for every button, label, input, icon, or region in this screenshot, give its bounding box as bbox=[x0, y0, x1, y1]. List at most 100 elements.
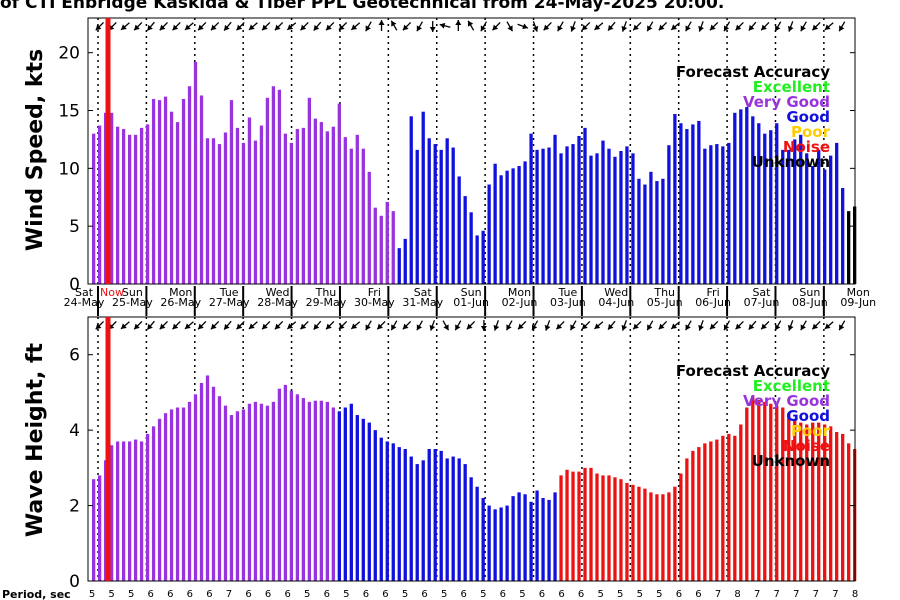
y-tick-label: 10 bbox=[58, 159, 80, 179]
wave-bar bbox=[343, 407, 347, 581]
wave-bar bbox=[385, 441, 389, 581]
direction-arrow bbox=[365, 320, 372, 331]
wind-bar bbox=[679, 123, 683, 285]
wind-bar bbox=[499, 175, 503, 284]
wind-bar bbox=[715, 144, 719, 284]
y-tick-label: 6 bbox=[69, 346, 80, 366]
wind-bar bbox=[643, 184, 647, 284]
wave-bar bbox=[619, 479, 623, 581]
direction-arrow bbox=[248, 321, 258, 330]
legend-item: Excellent bbox=[753, 377, 830, 395]
wave-bar bbox=[223, 405, 228, 581]
direction-arrow bbox=[466, 321, 476, 330]
direction-arrow bbox=[760, 321, 770, 330]
wave-bar bbox=[301, 398, 306, 581]
direction-arrow bbox=[159, 22, 168, 31]
direction-arrow bbox=[760, 22, 770, 31]
wave-bar bbox=[739, 424, 743, 581]
wave-bars bbox=[92, 375, 857, 581]
wave-bar bbox=[349, 403, 353, 581]
period-value: 8 bbox=[852, 589, 858, 600]
wave-bar bbox=[283, 384, 288, 581]
period-value: 6 bbox=[245, 589, 251, 600]
date-label: 06-Jun bbox=[695, 296, 731, 309]
wind-bar bbox=[343, 137, 347, 284]
wave-bar bbox=[445, 458, 449, 581]
wave-bar bbox=[715, 439, 719, 581]
direction-arrow bbox=[735, 321, 744, 330]
chart-title: of CTI Enbridge Kaskida & Tiber PPL Geot… bbox=[0, 0, 724, 13]
wind-bar bbox=[811, 166, 815, 284]
date-label: 08-Jun bbox=[792, 296, 828, 309]
wind-bar bbox=[229, 100, 234, 285]
date-label: 03-Jun bbox=[550, 296, 586, 309]
date-label: 29-May bbox=[306, 296, 347, 309]
wave-bar bbox=[181, 407, 186, 581]
wind-bar bbox=[799, 134, 803, 284]
wave-bar bbox=[199, 383, 204, 581]
wind-bar bbox=[223, 132, 228, 284]
wind-bar bbox=[751, 116, 755, 284]
wave-bar bbox=[253, 401, 258, 581]
wave-bar bbox=[313, 400, 318, 581]
day-label: Sun bbox=[461, 286, 482, 299]
period-value: 5 bbox=[108, 589, 114, 600]
date-label: 04-Jun bbox=[598, 296, 634, 309]
wind-bar bbox=[331, 126, 335, 284]
period-values: 5 5 5 6 6 6 6 7 6 6 6 5 6 5 6 6 5 6 5 6 5 6 5 6 6 6 5 5 5 5 6 6 7 8 7 7 7 7 7 8 bbox=[89, 589, 858, 600]
wind-bar bbox=[451, 147, 455, 284]
wind-bar bbox=[163, 96, 168, 284]
period-value: 7 bbox=[832, 589, 838, 600]
direction-arrow bbox=[313, 320, 322, 331]
wind-bar bbox=[595, 153, 599, 284]
wave-bar bbox=[235, 411, 240, 581]
direction-arrow bbox=[723, 320, 731, 331]
wind-bar bbox=[349, 148, 353, 284]
date-label: 25-May bbox=[112, 296, 153, 309]
day-label: Sat bbox=[752, 286, 771, 299]
wind-bar bbox=[271, 86, 276, 285]
period-value: 5 bbox=[304, 589, 310, 600]
direction-arrow bbox=[607, 320, 616, 331]
direction-arrow bbox=[197, 321, 207, 330]
date-label: 09-Jun bbox=[840, 296, 876, 309]
direction-arrow bbox=[390, 20, 398, 31]
period-value: 8 bbox=[734, 589, 740, 600]
wind-bar bbox=[817, 149, 821, 284]
wind-bar bbox=[691, 124, 695, 285]
direction-arrow bbox=[455, 20, 462, 31]
direction-arrow bbox=[338, 321, 348, 330]
wind-bar bbox=[589, 155, 593, 284]
period-value: 6 bbox=[539, 589, 545, 600]
direction-arrow bbox=[416, 320, 423, 331]
wind-bar bbox=[775, 123, 779, 285]
wind-bar bbox=[631, 153, 635, 284]
day-label: Tue bbox=[558, 286, 578, 299]
wave-bar bbox=[535, 490, 539, 581]
wind-bar bbox=[781, 149, 785, 284]
legend-item: Excellent bbox=[753, 78, 830, 96]
direction-arrow bbox=[197, 22, 207, 31]
wave-bar bbox=[637, 486, 641, 581]
period-value: 7 bbox=[793, 589, 799, 600]
wind-bar bbox=[319, 122, 323, 284]
direction-arrow bbox=[570, 21, 576, 32]
wind-bar bbox=[379, 215, 383, 284]
date-label: 01-Jun bbox=[453, 296, 489, 309]
direction-arrow bbox=[838, 21, 846, 32]
direction-arrow bbox=[325, 22, 335, 31]
date-label: 30-May bbox=[354, 296, 395, 309]
direction-arrow bbox=[685, 320, 692, 331]
wind-bar bbox=[571, 144, 575, 284]
wind-bar bbox=[199, 95, 204, 284]
direction-arrow bbox=[800, 320, 807, 331]
wind-bar bbox=[481, 230, 485, 284]
wind-bar bbox=[493, 163, 497, 284]
wind-bar bbox=[829, 155, 833, 284]
wave-bar bbox=[307, 401, 312, 581]
wind-bar bbox=[703, 148, 707, 284]
legend-item: Poor bbox=[791, 422, 831, 440]
direction-arrow bbox=[429, 320, 436, 331]
wave-bar bbox=[241, 409, 246, 581]
wave-y-ticks: 0 2 4 6 bbox=[69, 346, 855, 592]
